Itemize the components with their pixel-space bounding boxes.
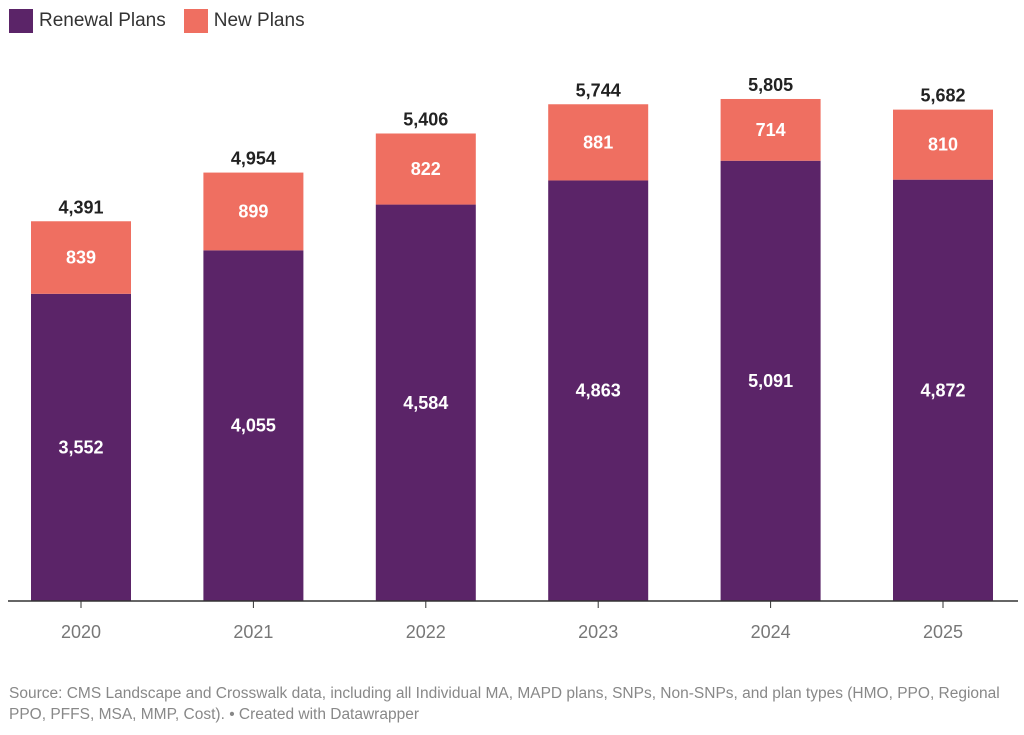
data-label-renewal-2024: 5,091	[748, 371, 793, 391]
data-label-renewal-2021: 4,055	[231, 416, 276, 436]
legend-item-new: New Plans	[183, 9, 305, 33]
x-tick-label-2020: 2020	[61, 622, 101, 642]
bar-renewal-2025	[893, 179, 993, 601]
bar-new-2025	[893, 109, 993, 180]
data-label-renewal-2023: 4,863	[576, 381, 621, 401]
bar-new-2023	[548, 104, 649, 181]
x-tick-label-2024: 2024	[751, 622, 791, 642]
data-label-new-2021: 899	[238, 201, 268, 221]
legend: Renewal Plans New Plans	[9, 9, 323, 33]
total-label-2020: 4,391	[58, 197, 103, 217]
data-label-new-2020: 839	[66, 248, 96, 268]
legend-swatch-renewal	[9, 9, 33, 33]
data-label-new-2024: 714	[756, 120, 786, 140]
bar-new-2024	[720, 98, 821, 161]
data-label-renewal-2022: 4,584	[403, 393, 448, 413]
legend-label-new: New Plans	[213, 10, 305, 31]
bar-renewal-2024	[720, 160, 821, 601]
x-tick-label-2025: 2025	[923, 622, 963, 642]
legend-swatch-new	[183, 9, 208, 33]
x-tick-label-2022: 2022	[406, 622, 446, 642]
bar-renewal-2021	[203, 250, 304, 601]
total-label-2025: 5,682	[920, 86, 965, 106]
bar-new-2020	[31, 221, 131, 294]
bar-chart: 3,552 839 4,391 2020 4,055 899 4,954 2021 4,584 8…	[8, 75, 1018, 642]
bar-new-2021	[203, 172, 304, 251]
total-label-2022: 5,406	[403, 109, 448, 129]
data-label-new-2022: 822	[411, 159, 441, 179]
bar-renewal-2020	[31, 293, 131, 601]
data-label-renewal-2025: 4,872	[920, 380, 965, 400]
x-tick-label-2023: 2023	[578, 622, 618, 642]
legend-item-renewal: Renewal Plans	[9, 9, 166, 33]
data-label-new-2025: 810	[928, 135, 958, 155]
source-note: Source: CMS Landscape and Crosswalk data…	[9, 685, 1000, 723]
bar-new-2022	[375, 133, 476, 205]
total-label-2024: 5,805	[748, 75, 793, 95]
total-label-2021: 4,954	[231, 149, 276, 169]
x-tick-label-2021: 2021	[233, 622, 273, 642]
total-label-2023: 5,744	[576, 80, 621, 100]
bar-renewal-2022	[375, 204, 476, 601]
data-label-new-2023: 881	[583, 132, 613, 152]
data-label-renewal-2020: 3,552	[58, 437, 103, 457]
legend-label-renewal: Renewal Plans	[39, 10, 166, 31]
bar-renewal-2023	[548, 180, 649, 601]
